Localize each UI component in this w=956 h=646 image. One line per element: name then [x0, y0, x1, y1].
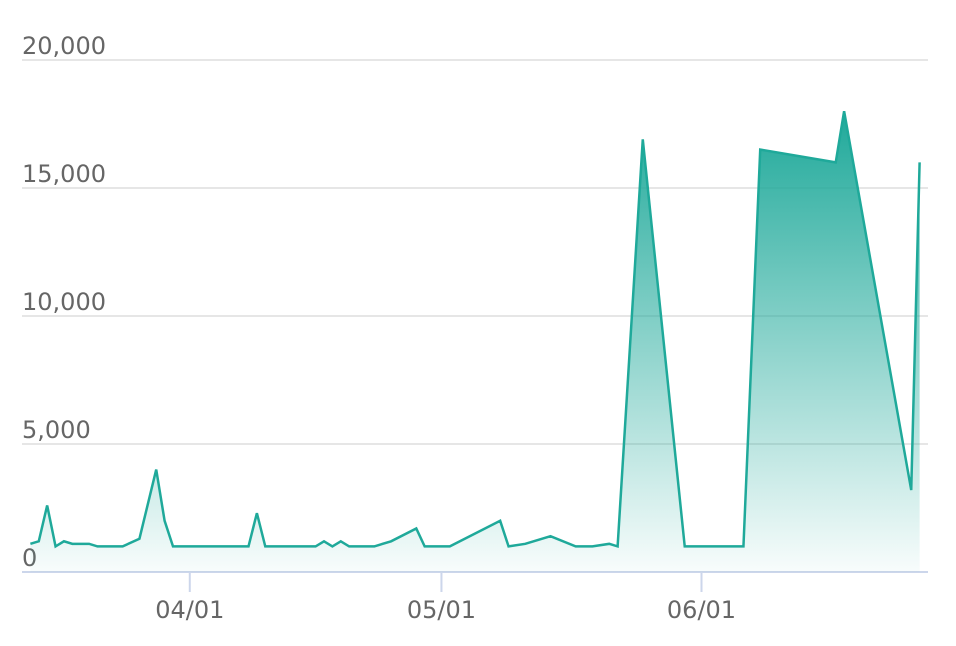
y-tick-label: 20,000 — [22, 32, 106, 60]
y-tick-label: 10,000 — [22, 288, 106, 316]
x-tick-label: 04/01 — [155, 596, 224, 624]
area-line — [30, 110, 921, 549]
x-tick-label: 05/01 — [407, 596, 476, 624]
x-tick-label: 06/01 — [667, 596, 736, 624]
y-tick-label: 5,000 — [22, 416, 91, 444]
area-fill — [30, 111, 920, 572]
y-tick-label: 15,000 — [22, 160, 106, 188]
